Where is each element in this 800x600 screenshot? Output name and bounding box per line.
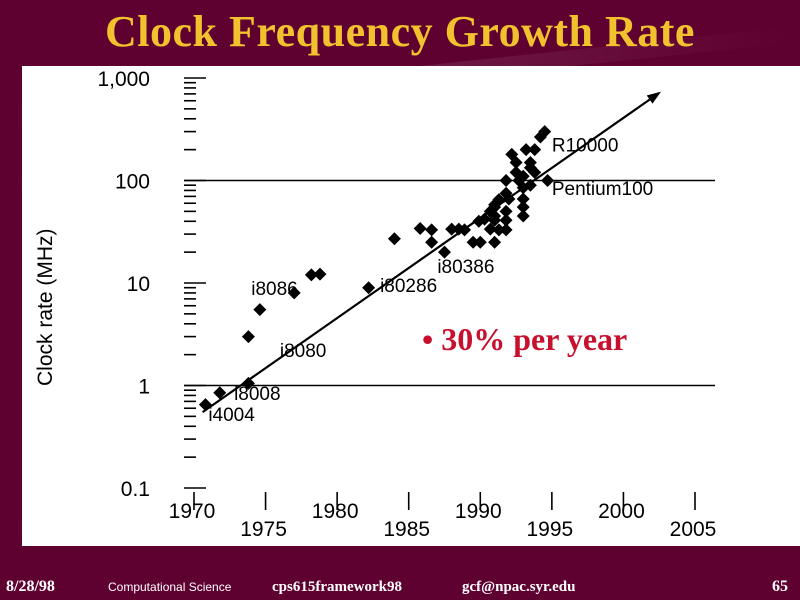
x-tick-label: 1990 <box>455 500 502 523</box>
y-minor-ticks <box>184 81 196 458</box>
footer-code: cps615framework98 <box>272 579 402 595</box>
x-tick-label: 1975 <box>240 518 287 541</box>
y-tick-label: 1 <box>138 376 150 399</box>
data-point <box>304 268 318 282</box>
data-point <box>438 245 451 259</box>
chip-label: i80286 <box>380 276 437 297</box>
data-point <box>499 174 513 187</box>
data-point <box>523 178 537 192</box>
data-point <box>499 223 513 237</box>
footer-page-number: 65 <box>772 578 788 595</box>
x-tick-label: 2005 <box>670 518 717 541</box>
data-point <box>241 330 255 344</box>
footer-email: gcf@npac.syr.edu <box>462 579 576 595</box>
data-point <box>425 235 439 249</box>
x-tick-label: 1995 <box>526 518 573 541</box>
data-point <box>528 165 542 179</box>
y-axis-label: Clock rate (MHz) <box>34 228 57 386</box>
chip-label: Pentium100 <box>552 179 653 200</box>
data-point <box>313 267 327 281</box>
data-point <box>287 286 301 300</box>
data-point <box>458 223 472 237</box>
data-point <box>492 223 506 237</box>
chip-label: i8080 <box>280 341 327 362</box>
data-point <box>241 376 255 390</box>
data-point <box>445 222 459 236</box>
data-point <box>523 161 537 175</box>
chart-panel: 0.1 1 10 100 1,000 1970 1975 1980 1985 1990 1995 2… <box>22 66 800 546</box>
y-tick-label: 1,000 <box>97 68 150 91</box>
chip-label: i80386 <box>437 257 494 278</box>
data-point <box>466 235 480 249</box>
data-point <box>516 209 530 223</box>
footer-course: Computational Science <box>108 580 232 594</box>
trend-line-group <box>201 91 662 414</box>
data-point <box>253 303 267 317</box>
data-point <box>519 143 533 157</box>
data-point <box>512 174 526 187</box>
footer-date: 8/28/98 <box>6 578 55 595</box>
y-tick-labels: 0.1 1 10 100 1,000 <box>97 68 206 501</box>
trend-line <box>201 91 662 414</box>
data-point <box>387 232 401 246</box>
data-point <box>198 398 212 412</box>
clock-frequency-chart: 0.1 1 10 100 1,000 1970 1975 1980 1985 1990 1995 2… <box>34 68 717 541</box>
data-point <box>425 223 439 237</box>
chip-label: i4004 <box>208 405 255 426</box>
data-point <box>502 192 516 206</box>
y-tick-label: 0.1 <box>121 478 150 501</box>
data-point <box>488 235 502 249</box>
x-tick-label: 2000 <box>598 500 645 523</box>
data-point <box>473 235 487 249</box>
data-point <box>478 212 492 226</box>
footer: 8/28/98 Computational Science cps615fram… <box>0 572 800 600</box>
y-tick-label: 100 <box>115 171 150 194</box>
data-point <box>213 386 227 400</box>
x-tick-label: 1980 <box>312 500 359 523</box>
data-points <box>198 125 555 412</box>
data-point <box>528 143 542 157</box>
data-point <box>516 200 530 214</box>
data-point <box>516 169 530 183</box>
chip-label: i8086 <box>251 279 298 300</box>
data-point <box>499 204 513 218</box>
data-point <box>413 222 427 236</box>
data-point <box>483 222 497 236</box>
x-tick-labels: 1970 1975 1980 1985 1990 1995 2000 2005 <box>169 492 717 541</box>
y-tick-label: 10 <box>127 273 150 296</box>
chip-label: R10000 <box>552 135 619 156</box>
data-point <box>516 192 530 206</box>
x-tick-label: 1970 <box>169 500 216 523</box>
data-point <box>499 213 513 227</box>
data-point <box>541 174 555 187</box>
slide-title: Clock Frequency Growth Rate <box>105 7 695 56</box>
data-point <box>488 198 502 212</box>
growth-rate-bullet: • 30% per year <box>422 321 627 357</box>
data-point <box>488 209 502 223</box>
reference-lines <box>184 179 715 387</box>
data-point <box>362 281 376 295</box>
x-tick-label: 1985 <box>383 518 430 541</box>
chip-label: i8008 <box>234 384 281 405</box>
